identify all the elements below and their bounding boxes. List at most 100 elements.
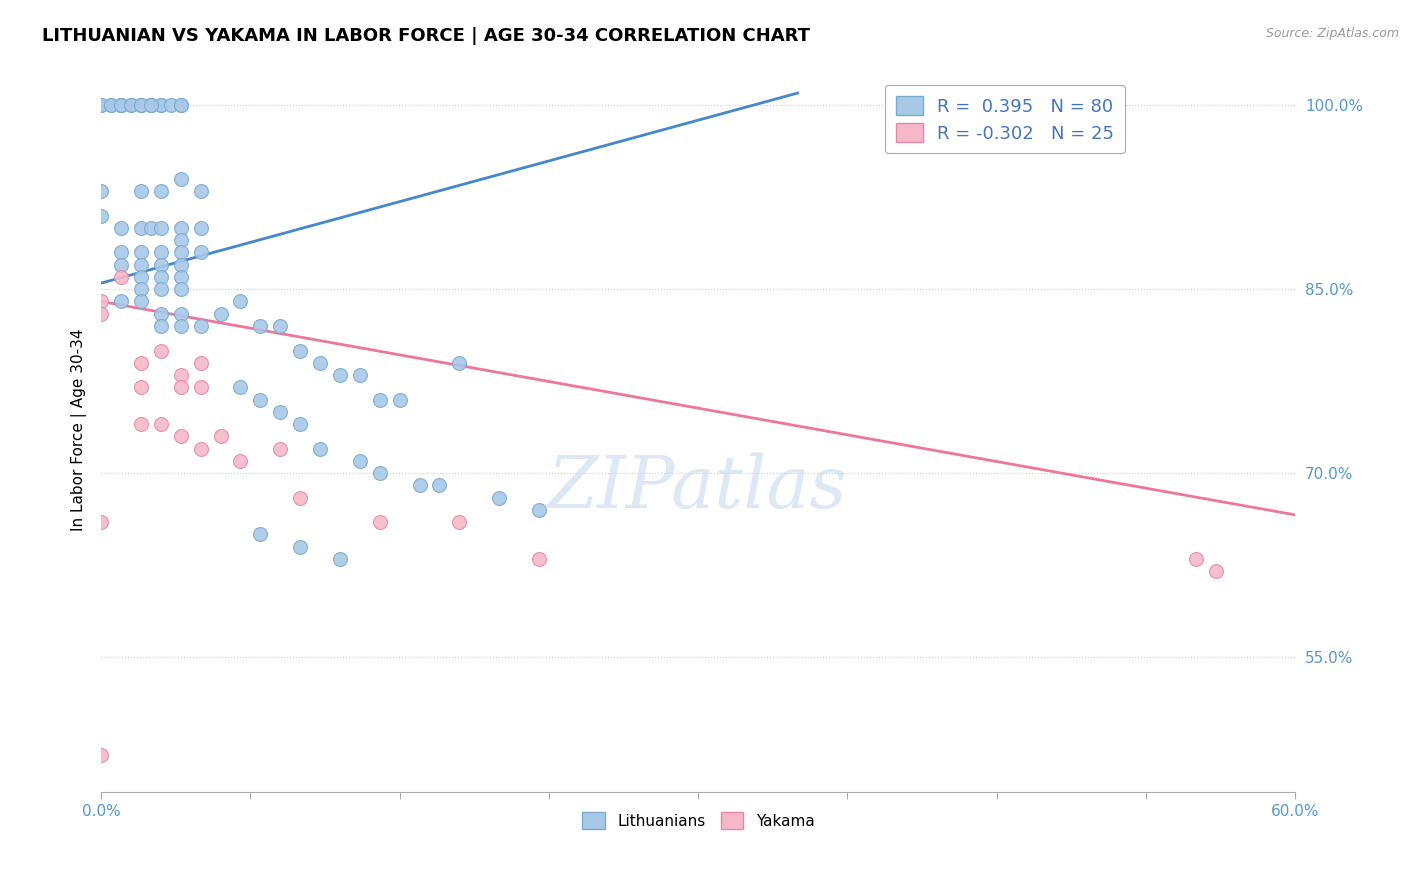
Point — [170, 98, 193, 112]
Point — [190, 356, 212, 370]
Point — [149, 245, 172, 260]
Point — [149, 98, 172, 112]
Point — [170, 172, 193, 186]
Point — [149, 221, 172, 235]
Point — [129, 270, 152, 285]
Point — [129, 98, 152, 112]
Point — [349, 368, 371, 382]
Point — [170, 318, 193, 333]
Point — [120, 98, 142, 112]
Point — [229, 294, 252, 309]
Point — [1184, 552, 1206, 566]
Point — [100, 98, 122, 112]
Point — [110, 258, 132, 272]
Text: LITHUANIAN VS YAKAMA IN LABOR FORCE | AGE 30-34 CORRELATION CHART: LITHUANIAN VS YAKAMA IN LABOR FORCE | AG… — [42, 27, 810, 45]
Point — [110, 270, 132, 285]
Point — [209, 307, 232, 321]
Point — [170, 270, 193, 285]
Point — [288, 540, 311, 554]
Point — [388, 392, 411, 407]
Point — [110, 245, 132, 260]
Point — [90, 515, 112, 529]
Point — [408, 478, 430, 492]
Point — [249, 392, 271, 407]
Point — [190, 184, 212, 198]
Point — [368, 466, 391, 480]
Point — [309, 442, 332, 456]
Point — [170, 258, 193, 272]
Point — [170, 282, 193, 296]
Point — [170, 245, 193, 260]
Point — [249, 527, 271, 541]
Point — [129, 258, 152, 272]
Point — [90, 307, 112, 321]
Point — [288, 491, 311, 505]
Point — [527, 503, 550, 517]
Point — [190, 245, 212, 260]
Point — [449, 356, 471, 370]
Point — [429, 478, 451, 492]
Point — [488, 491, 510, 505]
Point — [149, 258, 172, 272]
Text: Source: ZipAtlas.com: Source: ZipAtlas.com — [1265, 27, 1399, 40]
Point — [110, 221, 132, 235]
Point — [90, 294, 112, 309]
Point — [170, 98, 193, 112]
Point — [149, 184, 172, 198]
Point — [368, 392, 391, 407]
Point — [170, 221, 193, 235]
Point — [129, 282, 152, 296]
Point — [149, 270, 172, 285]
Point — [149, 417, 172, 431]
Point — [149, 318, 172, 333]
Point — [110, 294, 132, 309]
Point — [129, 245, 152, 260]
Point — [329, 368, 352, 382]
Point — [149, 343, 172, 358]
Point — [100, 98, 122, 112]
Point — [120, 98, 142, 112]
Point — [129, 184, 152, 198]
Point — [329, 552, 352, 566]
Point — [139, 98, 162, 112]
Point — [159, 98, 181, 112]
Point — [170, 233, 193, 247]
Point — [129, 417, 152, 431]
Point — [269, 442, 291, 456]
Point — [229, 454, 252, 468]
Point — [269, 405, 291, 419]
Point — [90, 748, 112, 763]
Text: ZIPatlas: ZIPatlas — [548, 453, 848, 524]
Point — [139, 221, 162, 235]
Point — [90, 98, 112, 112]
Point — [1205, 564, 1227, 578]
Point — [288, 417, 311, 431]
Point — [149, 98, 172, 112]
Point — [190, 221, 212, 235]
Legend: Lithuanians, Yakama: Lithuanians, Yakama — [575, 806, 821, 835]
Point — [90, 98, 112, 112]
Point — [309, 356, 332, 370]
Point — [190, 442, 212, 456]
Point — [190, 318, 212, 333]
Point — [170, 368, 193, 382]
Point — [527, 552, 550, 566]
Point — [269, 318, 291, 333]
Point — [139, 98, 162, 112]
Point — [170, 429, 193, 443]
Point — [110, 98, 132, 112]
Point — [129, 98, 152, 112]
Point — [349, 454, 371, 468]
Point — [149, 282, 172, 296]
Point — [149, 307, 172, 321]
Point — [110, 98, 132, 112]
Point — [249, 318, 271, 333]
Point — [368, 515, 391, 529]
Point — [229, 380, 252, 394]
Point — [170, 380, 193, 394]
Point — [288, 343, 311, 358]
Point — [170, 307, 193, 321]
Point — [190, 380, 212, 394]
Point — [129, 294, 152, 309]
Point — [129, 356, 152, 370]
